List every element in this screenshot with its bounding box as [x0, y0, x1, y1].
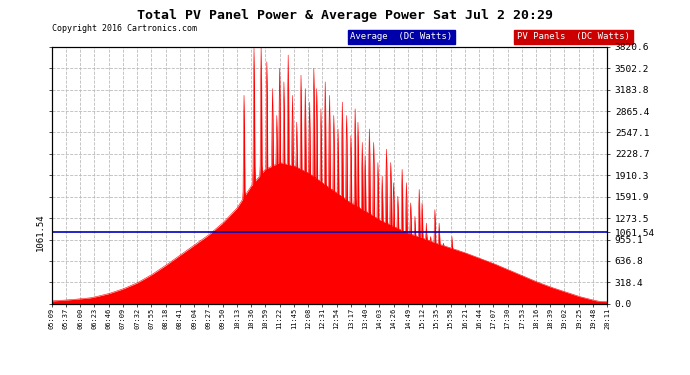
Text: Average  (DC Watts): Average (DC Watts) [351, 32, 453, 41]
Text: PV Panels  (DC Watts): PV Panels (DC Watts) [517, 32, 630, 41]
Text: Total PV Panel Power & Average Power Sat Jul 2 20:29: Total PV Panel Power & Average Power Sat… [137, 9, 553, 22]
Text: 1061.54: 1061.54 [36, 214, 45, 251]
Text: Copyright 2016 Cartronics.com: Copyright 2016 Cartronics.com [52, 24, 197, 33]
